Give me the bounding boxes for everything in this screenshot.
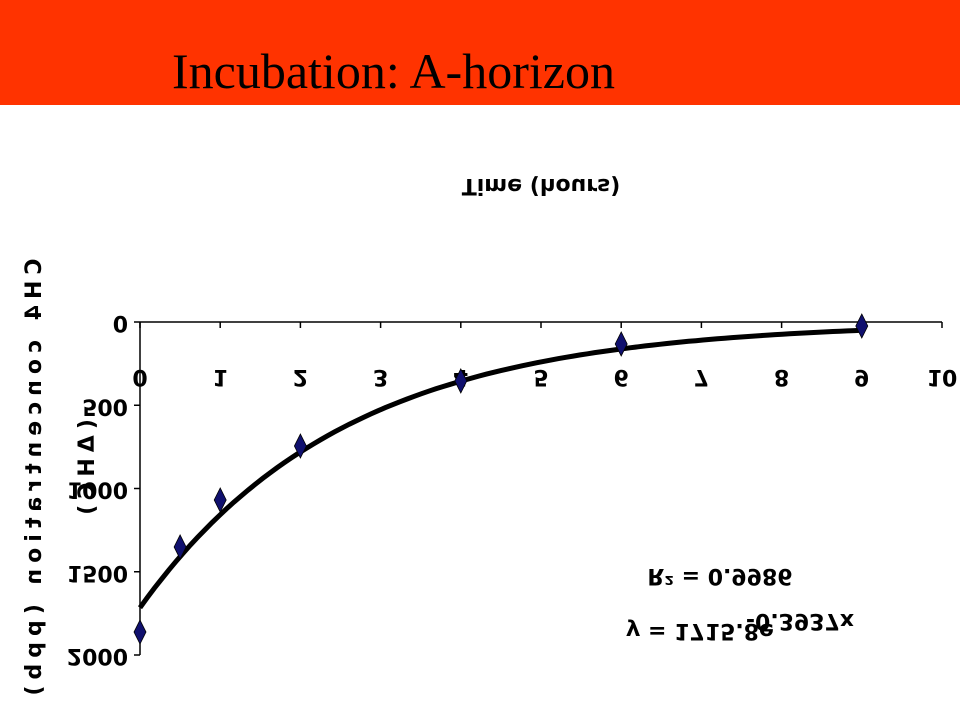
- y-axis-title: CH4 concentration (ppb): [22, 258, 47, 701]
- data-point: [614, 331, 628, 357]
- data-point: [293, 433, 307, 459]
- data-point: [855, 313, 869, 339]
- x-tick-label: 6: [614, 364, 629, 389]
- x-tick-label: 8: [774, 364, 789, 389]
- data-point: [454, 368, 468, 394]
- trendline-equation: y = 1715.8e: [626, 618, 774, 643]
- x-tick-label: 3: [373, 364, 388, 389]
- y-tick-label: 1000: [67, 477, 128, 502]
- y-tick-label: 500: [82, 393, 128, 418]
- data-point: [133, 619, 147, 645]
- x-tick-label: 9: [854, 364, 869, 389]
- x-tick-label: 7: [694, 364, 709, 389]
- data-point: [213, 487, 227, 513]
- header-band: [0, 0, 960, 105]
- x-tick-label: 0: [132, 364, 147, 389]
- y-axis-title-2: (ΔHC): [75, 419, 100, 521]
- x-tick-label: 2: [293, 364, 308, 389]
- y-tick-label: 2000: [67, 643, 128, 668]
- x-tick-label: 1: [213, 364, 228, 389]
- trendline: [137, 327, 862, 610]
- trendline-r2: R² = 0.9986: [647, 563, 792, 588]
- y-tick-label: 0: [113, 310, 128, 335]
- x-tick-label: 5: [533, 364, 548, 389]
- x-axis-title: Time (hours): [462, 173, 621, 198]
- x-tick-label: 10: [927, 364, 958, 389]
- data-point: [173, 534, 187, 560]
- slide-title: Incubation: A-horizon: [172, 43, 615, 99]
- trendline-exponent: -0.3937x: [746, 608, 854, 633]
- y-tick-label: 1500: [67, 560, 128, 585]
